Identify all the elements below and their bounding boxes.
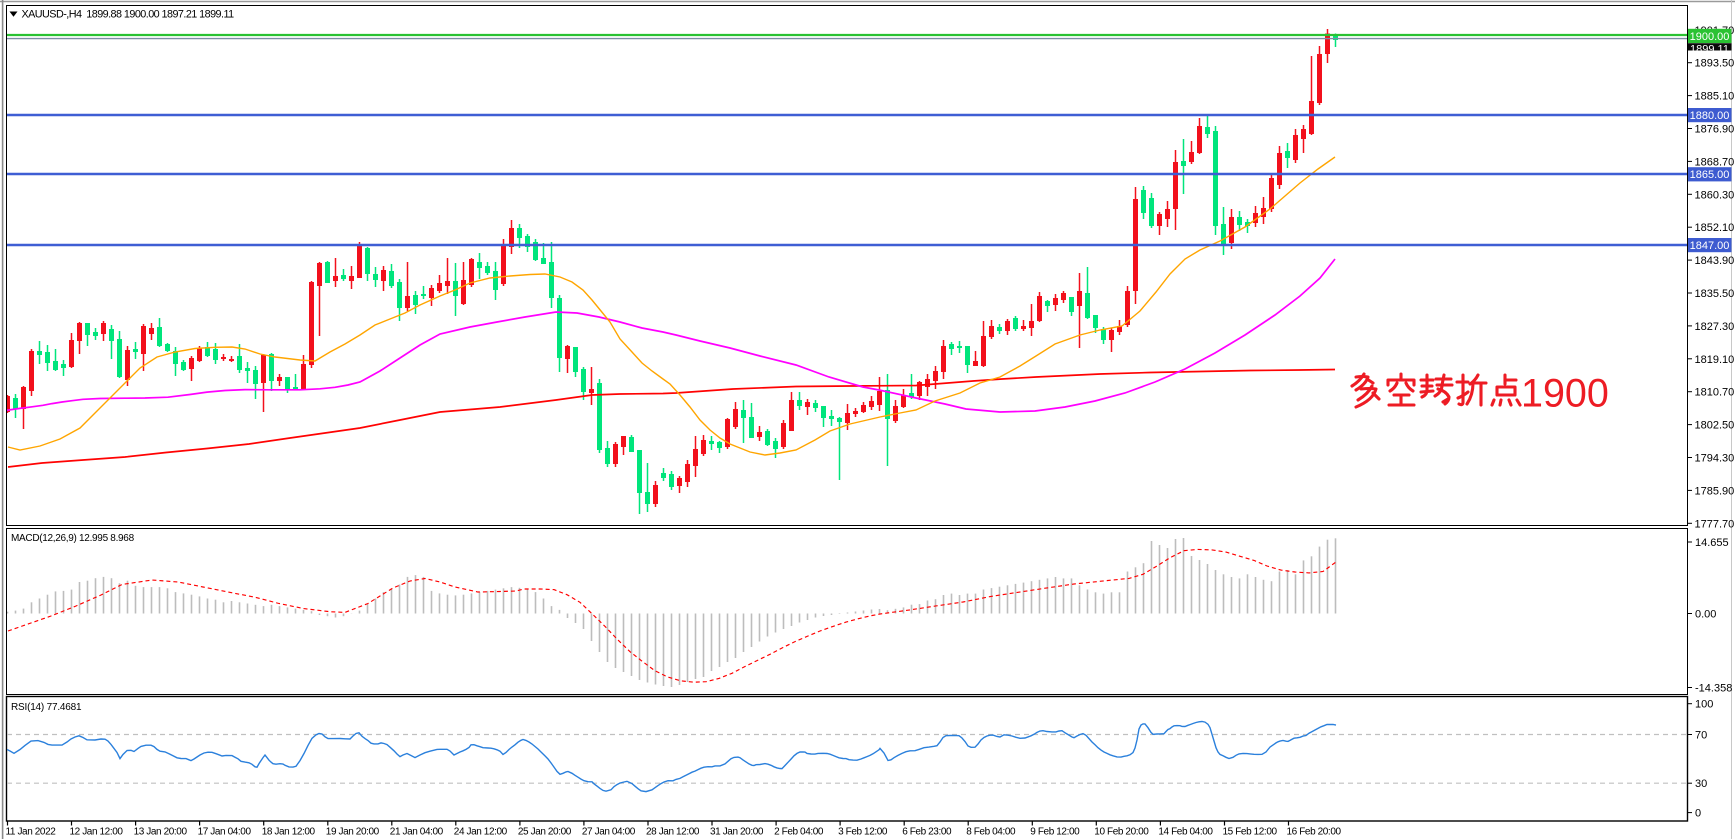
svg-text:19 Jan 20:00: 19 Jan 20:00 <box>326 827 380 838</box>
svg-text:1810.70: 1810.70 <box>1695 387 1735 399</box>
svg-text:1843.90: 1843.90 <box>1695 255 1735 267</box>
svg-text:1785.90: 1785.90 <box>1695 485 1735 497</box>
svg-text:100: 100 <box>1695 699 1713 711</box>
svg-text:1899.11: 1899.11 <box>1690 44 1729 56</box>
svg-text:MACD(12,26,9) 12.995 8.968: MACD(12,26,9) 12.995 8.968 <box>11 533 135 544</box>
svg-text:1852.10: 1852.10 <box>1695 222 1735 234</box>
svg-text:14.655: 14.655 <box>1695 537 1729 549</box>
svg-text:2 Feb 04:00: 2 Feb 04:00 <box>774 827 824 838</box>
svg-text:1819.10: 1819.10 <box>1695 354 1735 366</box>
svg-text:1885.10: 1885.10 <box>1695 91 1735 103</box>
svg-text:1860.30: 1860.30 <box>1695 189 1735 201</box>
svg-text:24 Jan 12:00: 24 Jan 12:00 <box>454 827 508 838</box>
svg-text:31 Jan 20:00: 31 Jan 20:00 <box>710 827 764 838</box>
svg-text:18 Jan 12:00: 18 Jan 12:00 <box>262 827 316 838</box>
svg-text:RSI(14) 77.4681: RSI(14) 77.4681 <box>11 702 82 713</box>
svg-text:11 Jan 2022: 11 Jan 2022 <box>6 827 57 838</box>
svg-text:1847.00: 1847.00 <box>1690 240 1730 252</box>
svg-text:70: 70 <box>1695 730 1707 742</box>
svg-text:1777.70: 1777.70 <box>1695 518 1735 530</box>
svg-text:17 Jan 04:00: 17 Jan 04:00 <box>198 827 252 838</box>
svg-text:1880.00: 1880.00 <box>1690 110 1730 122</box>
svg-text:1835.50: 1835.50 <box>1695 288 1735 300</box>
svg-text:25 Jan 20:00: 25 Jan 20:00 <box>518 827 572 838</box>
svg-text:15 Feb 12:00: 15 Feb 12:00 <box>1223 827 1278 838</box>
svg-text:10 Feb 20:00: 10 Feb 20:00 <box>1094 827 1149 838</box>
svg-text:28 Jan 12:00: 28 Jan 12:00 <box>646 827 700 838</box>
svg-text:1868.70: 1868.70 <box>1695 156 1735 168</box>
svg-text:0.00: 0.00 <box>1695 609 1716 621</box>
svg-text:1876.90: 1876.90 <box>1695 124 1735 136</box>
svg-text:8 Feb 04:00: 8 Feb 04:00 <box>966 827 1016 838</box>
svg-text:16 Feb 20:00: 16 Feb 20:00 <box>1287 827 1342 838</box>
svg-text:14 Feb 04:00: 14 Feb 04:00 <box>1158 827 1213 838</box>
svg-text:1827.30: 1827.30 <box>1695 321 1735 333</box>
svg-text:6 Feb 23:00: 6 Feb 23:00 <box>902 827 952 838</box>
svg-text:3 Feb 12:00: 3 Feb 12:00 <box>838 827 888 838</box>
svg-text:30: 30 <box>1695 778 1707 790</box>
svg-text:XAUUSD-,H4 1899.88 1900.00 18: XAUUSD-,H4 1899.88 1900.00 1897.21 1899.… <box>22 9 235 21</box>
svg-text:1900.00: 1900.00 <box>1690 31 1730 43</box>
svg-text:27 Jan 04:00: 27 Jan 04:00 <box>582 827 636 838</box>
svg-text:9 Feb 12:00: 9 Feb 12:00 <box>1030 827 1080 838</box>
svg-text:0: 0 <box>1695 808 1701 820</box>
svg-text:1900: 1900 <box>1521 372 1609 416</box>
svg-text:12 Jan 12:00: 12 Jan 12:00 <box>70 827 124 838</box>
svg-text:13 Jan 20:00: 13 Jan 20:00 <box>134 827 188 838</box>
svg-text:-14.358: -14.358 <box>1695 683 1732 695</box>
svg-text:1865.00: 1865.00 <box>1690 169 1730 181</box>
svg-text:21 Jan 04:00: 21 Jan 04:00 <box>390 827 444 838</box>
svg-text:1802.50: 1802.50 <box>1695 420 1735 432</box>
svg-text:1794.30: 1794.30 <box>1695 453 1735 465</box>
svg-text:1893.50: 1893.50 <box>1695 58 1735 70</box>
